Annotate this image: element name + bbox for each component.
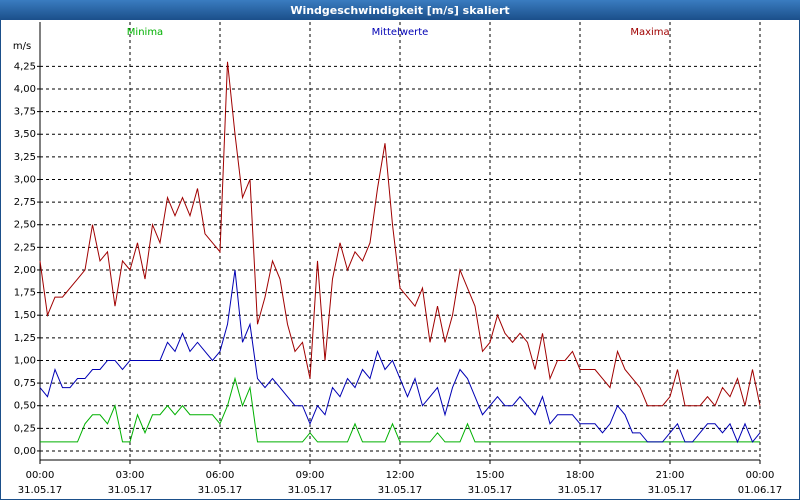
y-tick-label: 3,00 (14, 174, 36, 185)
y-tick-label: 2,50 (14, 220, 36, 231)
title-bar (0, 0, 800, 20)
legend-label: Minima (127, 27, 163, 38)
x-tick-date: 31.05.17 (18, 485, 63, 496)
y-tick-label: 1,25 (14, 333, 36, 344)
x-tick-date: 31.05.17 (198, 485, 243, 496)
y-tick-label: 2,00 (14, 265, 36, 276)
x-tick-label: 15:00 (476, 470, 505, 481)
x-tick-date: 31.05.17 (468, 485, 513, 496)
x-tick-date: 31.05.17 (648, 485, 693, 496)
y-tick-label: 4,00 (14, 84, 36, 95)
x-tick-date: 31.05.17 (288, 485, 333, 496)
y-tick-label: 0,00 (14, 446, 36, 457)
y-axis-unit: m/s (13, 41, 31, 52)
chart-title: Windgeschwindigkeit [m/s] skaliert (290, 4, 509, 17)
y-tick-label: 0,25 (14, 423, 36, 434)
x-tick-date: 31.05.17 (558, 485, 603, 496)
x-tick-label: 00:00 (746, 470, 775, 481)
y-tick-label: 2,25 (14, 242, 36, 253)
x-tick-date: 31.05.17 (108, 485, 153, 496)
series-line (39, 269, 761, 444)
x-tick-label: 12:00 (386, 470, 415, 481)
legend-label: Maxima (630, 27, 669, 38)
x-tick-label: 18:00 (566, 470, 595, 481)
y-tick-label: 1,75 (14, 288, 36, 299)
x-tick-label: 00:00 (26, 470, 55, 481)
y-tick-label: 2,75 (14, 197, 36, 208)
y-tick-label: 3,25 (14, 152, 36, 163)
legend-label: Mittelwerte (372, 27, 429, 38)
x-tick-label: 09:00 (296, 470, 325, 481)
x-tick-label: 03:00 (116, 470, 145, 481)
x-tick-label: 21:00 (656, 470, 685, 481)
y-tick-label: 0,75 (14, 378, 36, 389)
series-line (39, 61, 761, 407)
x-tick-date: 31.05.17 (378, 485, 423, 496)
x-tick-date: 01.06.17 (738, 485, 783, 496)
y-tick-label: 3,50 (14, 129, 36, 140)
y-tick-label: 4,25 (14, 61, 36, 72)
y-tick-label: 3,75 (14, 107, 36, 118)
y-tick-label: 0,50 (14, 401, 36, 412)
series-line (40, 376, 760, 443)
y-tick-label: 1,00 (14, 355, 36, 366)
y-tick-label: 1,50 (14, 310, 36, 321)
x-tick-label: 06:00 (206, 470, 235, 481)
